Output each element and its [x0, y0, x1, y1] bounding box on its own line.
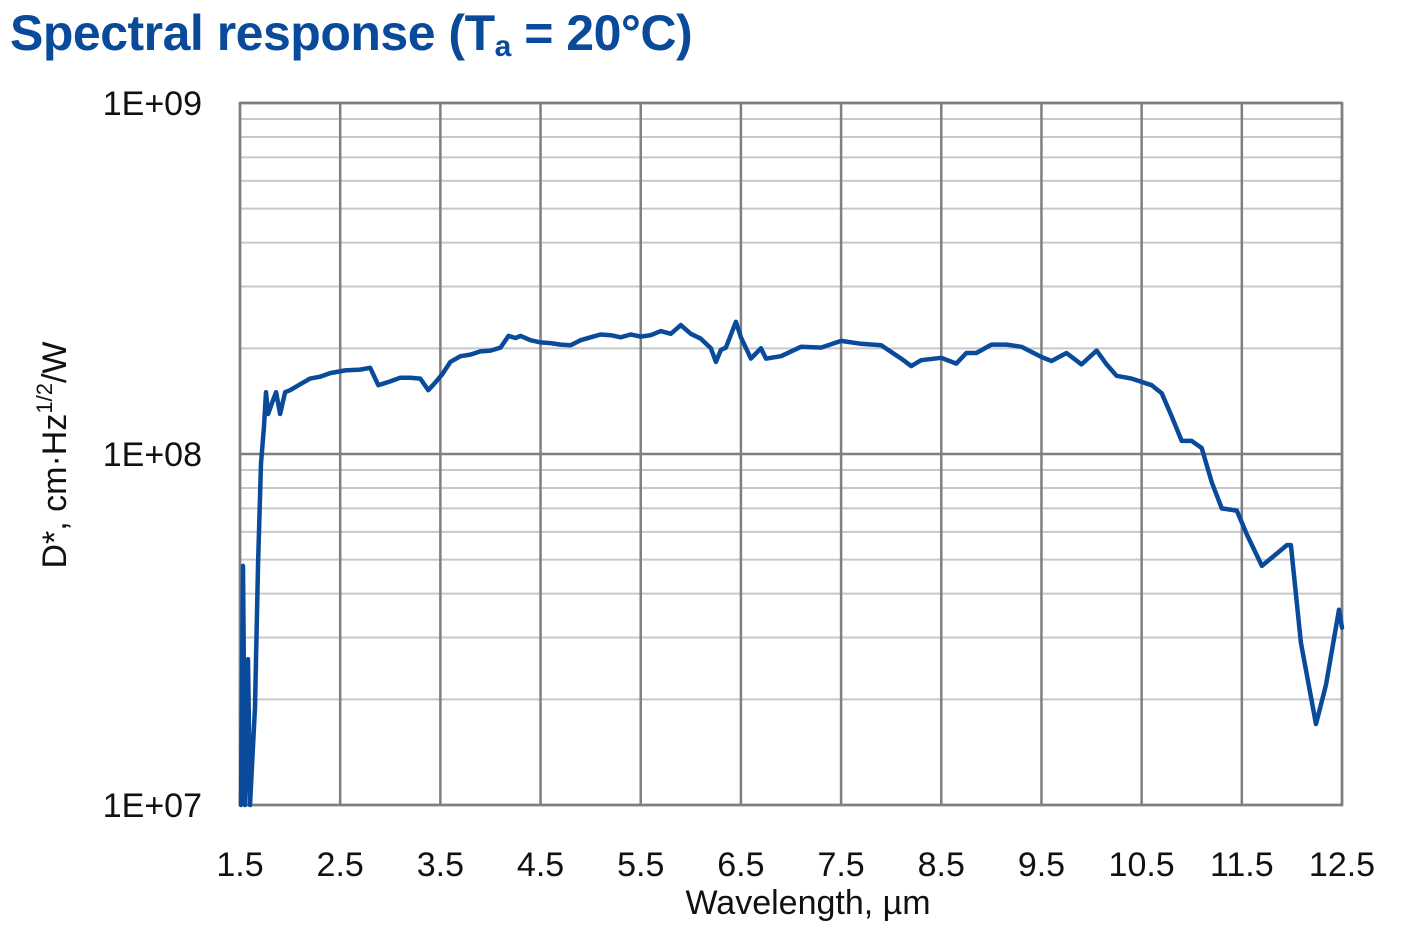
x-tick-label: 9.5: [1018, 846, 1065, 884]
y-tick-label: 1E+08: [103, 436, 202, 474]
chart-title-tail: = 20°C): [510, 5, 693, 61]
y-axis-ticks: 1E+07 1E+08 1E+09: [103, 85, 202, 825]
x-tick-label: 5.5: [617, 846, 664, 884]
chart-title: Spectral response (Ta = 20°C): [10, 4, 693, 64]
x-axis-ticks: 1.5 2.5 3.5 4.5 5.5 6.5 7.5 8.5 9.5 10.5 11.5 12.5: [216, 846, 1375, 884]
x-axis-label: Wavelength, µm: [685, 884, 930, 922]
y-tick-label: 1E+09: [103, 85, 202, 123]
chart-title-subscript: a: [494, 30, 512, 63]
x-tick-label: 11.5: [1210, 846, 1274, 884]
d-star-series-line: [238, 319, 1345, 808]
plot-area-border: [238, 101, 1344, 807]
x-tick-label: 6.5: [717, 846, 764, 884]
x-tick-label: 7.5: [817, 846, 864, 884]
x-tick-label: 12.5: [1309, 846, 1375, 884]
x-tick-label: 1.5: [216, 846, 263, 884]
x-tick-label: 2.5: [317, 846, 364, 884]
x-tick-label: 4.5: [517, 846, 564, 884]
x-tick-label: 10.5: [1109, 846, 1175, 884]
minor-gridlines: [240, 118, 1342, 701]
y-axis-label: D*, cm·Hz1/2/W: [32, 341, 74, 568]
x-tick-label: 8.5: [918, 846, 965, 884]
x-tick-label: 3.5: [417, 846, 464, 884]
y-tick-label: 1E+07: [103, 787, 202, 825]
chart-title-main: Spectral response (T: [10, 5, 495, 61]
